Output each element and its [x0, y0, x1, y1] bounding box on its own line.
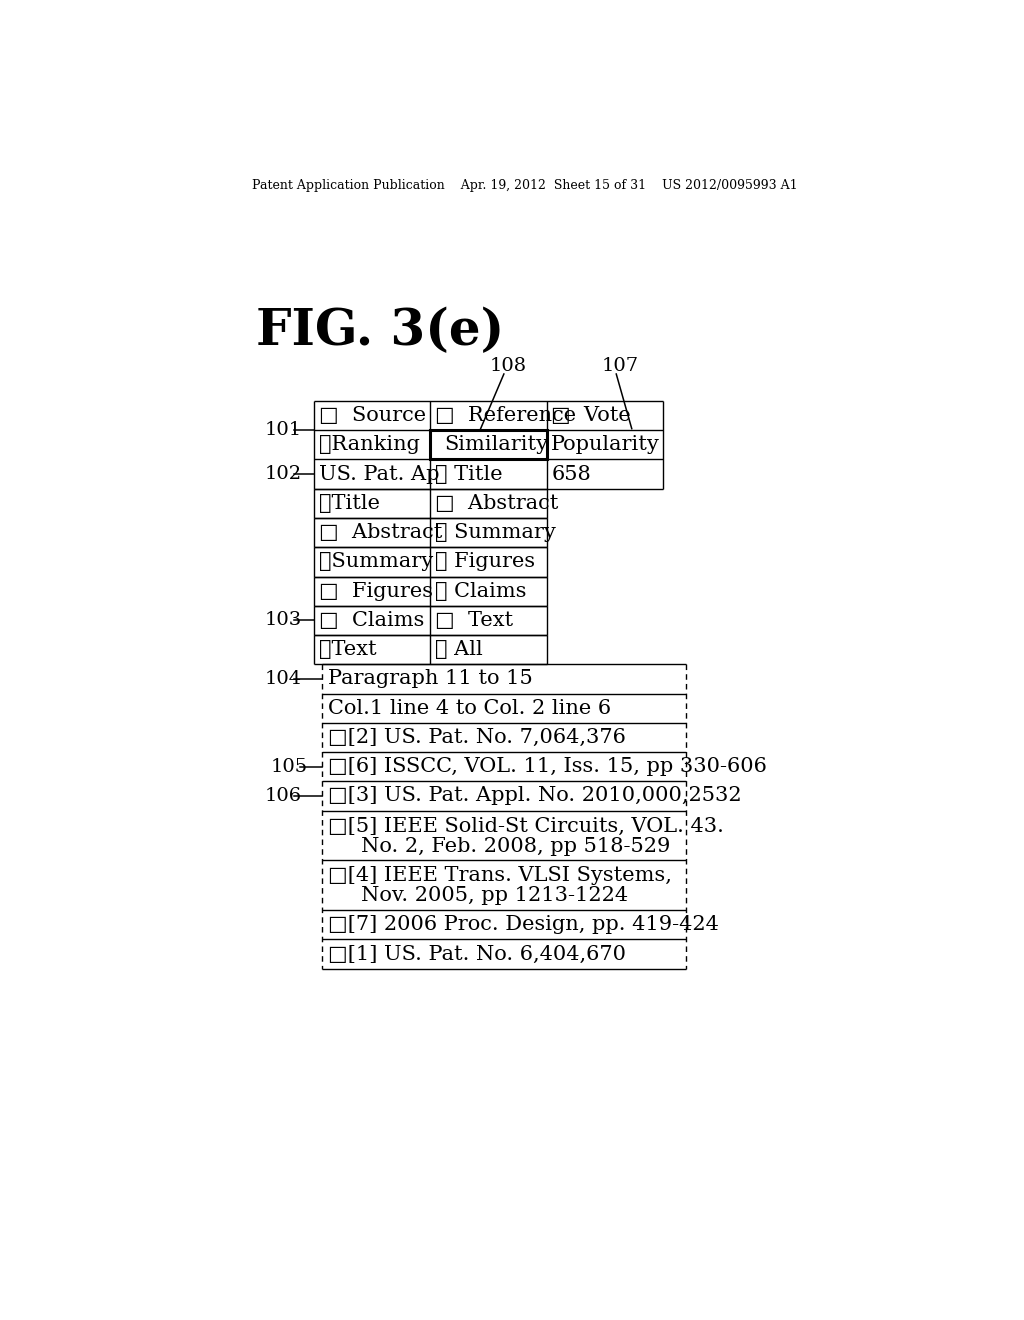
Text: Nov. 2005, pp 1213-1224: Nov. 2005, pp 1213-1224	[328, 887, 628, 906]
FancyBboxPatch shape	[430, 430, 547, 459]
Text: □  Abstract: □ Abstract	[435, 494, 558, 513]
Text: □  Figures: □ Figures	[318, 582, 433, 601]
Text: ☒ Summary: ☒ Summary	[435, 523, 556, 543]
Text: □  Abstract: □ Abstract	[318, 523, 442, 543]
Text: Similarity: Similarity	[444, 436, 548, 454]
Text: □[7] 2006 Proc. Design, pp. 419-424: □[7] 2006 Proc. Design, pp. 419-424	[328, 915, 719, 935]
Text: FIG. 3(e): FIG. 3(e)	[256, 308, 504, 356]
Text: Paragraph 11 to 15: Paragraph 11 to 15	[328, 669, 532, 689]
Text: 106: 106	[264, 787, 301, 805]
Text: ☒ All: ☒ All	[435, 640, 482, 659]
Text: □[4] IEEE Trans. VLSI Systems,: □[4] IEEE Trans. VLSI Systems,	[328, 866, 672, 886]
Text: Popularity: Popularity	[551, 436, 660, 454]
Text: □[5] IEEE Solid-St Circuits, VOL. 43.: □[5] IEEE Solid-St Circuits, VOL. 43.	[328, 817, 724, 836]
Text: 101: 101	[264, 421, 301, 440]
Text: ☒Title: ☒Title	[318, 494, 380, 513]
Text: 103: 103	[264, 611, 302, 630]
Text: Col.1 line 4 to Col. 2 line 6: Col.1 line 4 to Col. 2 line 6	[328, 698, 611, 718]
Text: 105: 105	[270, 758, 308, 776]
Text: □[6] ISSCC, VOL. 11, Iss. 15, pp 330-606: □[6] ISSCC, VOL. 11, Iss. 15, pp 330-606	[328, 758, 767, 776]
Text: ☒ Claims: ☒ Claims	[435, 582, 526, 601]
Text: 108: 108	[489, 358, 526, 375]
Text: □  Claims: □ Claims	[318, 611, 424, 630]
Text: ☒Ranking: ☒Ranking	[318, 436, 420, 454]
Text: 104: 104	[264, 671, 301, 688]
Text: □  Vote: □ Vote	[551, 407, 631, 425]
Text: Patent Application Publication    Apr. 19, 2012  Sheet 15 of 31    US 2012/00959: Patent Application Publication Apr. 19, …	[252, 178, 798, 191]
Text: 107: 107	[601, 358, 639, 375]
Text: 102: 102	[264, 465, 301, 483]
Text: □[2] US. Pat. No. 7,064,376: □[2] US. Pat. No. 7,064,376	[328, 727, 626, 747]
Text: ☒ Title: ☒ Title	[435, 465, 503, 483]
Text: □  Text: □ Text	[435, 611, 513, 630]
Text: ☒Text: ☒Text	[318, 640, 376, 659]
Text: ☒Summary: ☒Summary	[318, 552, 433, 572]
Text: □[1] US. Pat. No. 6,404,670: □[1] US. Pat. No. 6,404,670	[328, 945, 626, 964]
Text: US. Pat. Ap: US. Pat. Ap	[318, 465, 439, 483]
Text: □  Source: □ Source	[318, 407, 426, 425]
Text: □[3] US. Pat. Appl. No. 2010,000,2532: □[3] US. Pat. Appl. No. 2010,000,2532	[328, 787, 741, 805]
Text: ☒ Figures: ☒ Figures	[435, 552, 535, 572]
Text: 658: 658	[551, 465, 591, 483]
Text: □  Reference: □ Reference	[435, 407, 577, 425]
Text: No. 2, Feb. 2008, pp 518-529: No. 2, Feb. 2008, pp 518-529	[328, 837, 671, 855]
